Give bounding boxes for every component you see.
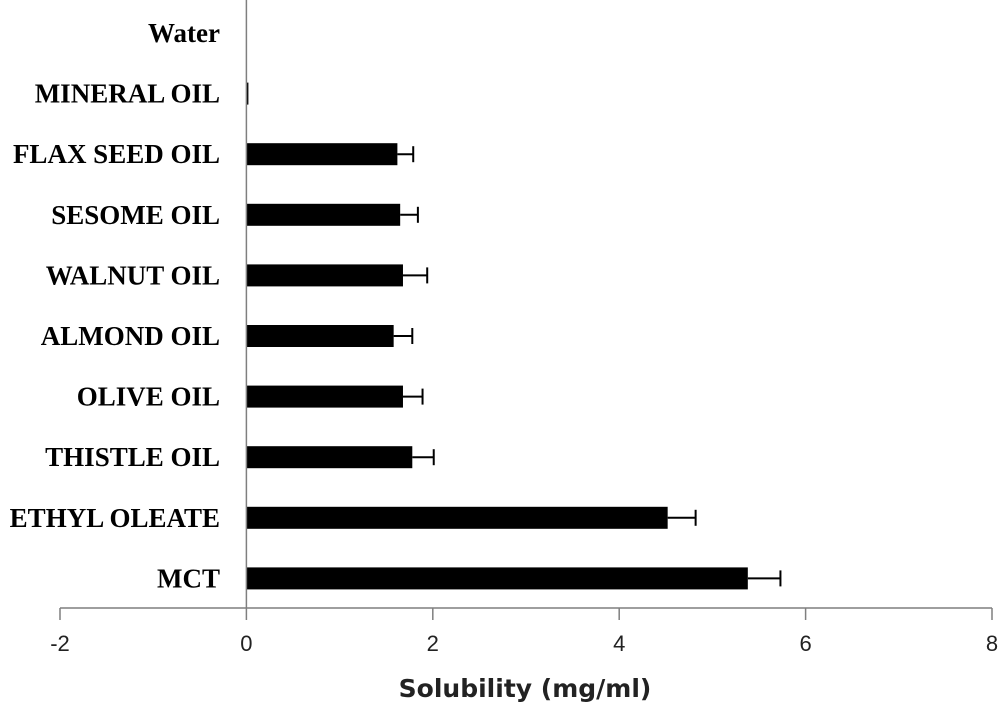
category-label-mct: MCT: [157, 563, 220, 593]
error-bars-group: [393, 146, 782, 587]
category-label-ethyl-oleate: ETHYL OLEATE: [10, 503, 220, 533]
category-label-olive-oil: OLIVE OIL: [77, 382, 220, 412]
x-tick-label: 4: [613, 631, 625, 656]
category-label-almond-oil: ALMOND OIL: [41, 321, 220, 351]
bar-flax-seed-oil: [246, 143, 398, 166]
bars-group: [246, 82, 748, 590]
category-label-walnut-oil: WALNUT OIL: [46, 260, 220, 290]
axes-group: [60, 0, 992, 609]
x-tick-label: 6: [799, 631, 811, 656]
category-label-thistle-oil: THISTLE OIL: [45, 442, 220, 472]
x-tick-label: 8: [986, 631, 998, 656]
x-ticks-group: -2 0 2 4 6 8: [50, 608, 998, 656]
x-tick-label: 0: [240, 631, 252, 656]
bar-ethyl-oleate: [246, 506, 668, 529]
category-label-water: Water: [148, 18, 220, 48]
bar-mct: [246, 567, 748, 590]
category-label-sesome-oil: SESOME OIL: [51, 200, 220, 230]
bar-walnut-oil: [246, 264, 403, 287]
category-label-mineral-oil: MINERAL OIL: [35, 79, 220, 109]
bar-thistle-oil: [246, 446, 413, 469]
x-tick-label: -2: [50, 631, 70, 656]
x-tick-label: 2: [427, 631, 439, 656]
x-axis-title: Solubility (mg/ml): [399, 674, 652, 703]
bar-almond-oil: [246, 325, 394, 347]
bar-sesome-oil: [246, 203, 401, 226]
bar-olive-oil: [246, 385, 403, 408]
bar-mineral-oil: [246, 82, 249, 105]
category-label-flax-seed-oil: FLAX SEED OIL: [13, 139, 220, 169]
category-labels-group: Water MINERAL OIL FLAX SEED OIL SESOME OIL W…: [10, 18, 220, 593]
